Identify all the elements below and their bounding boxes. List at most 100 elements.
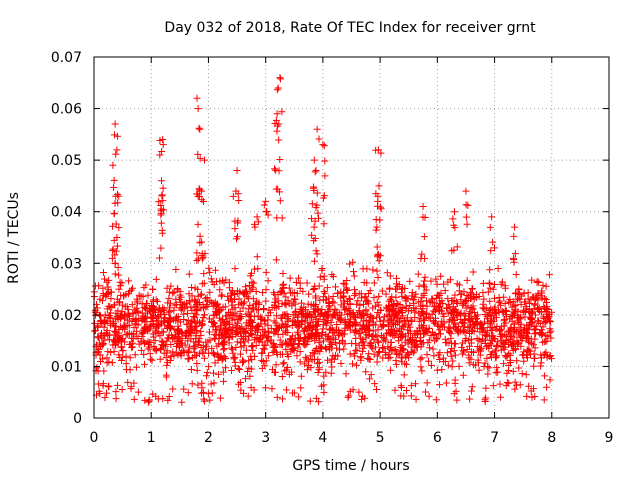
data-point xyxy=(463,345,471,353)
data-point xyxy=(310,156,318,164)
data-point xyxy=(196,239,204,247)
data-point xyxy=(480,295,488,303)
data-point xyxy=(260,331,268,339)
data-point xyxy=(170,326,178,334)
data-point xyxy=(453,312,461,320)
data-point xyxy=(463,291,471,299)
data-point xyxy=(306,322,314,330)
data-point xyxy=(261,316,269,324)
data-point xyxy=(284,316,292,324)
data-point xyxy=(421,283,429,291)
data-point xyxy=(113,242,121,250)
data-point xyxy=(273,214,281,222)
data-point xyxy=(484,370,492,378)
data-point xyxy=(466,395,474,403)
data-point xyxy=(110,183,118,191)
data-point xyxy=(94,333,102,341)
data-point xyxy=(491,294,499,302)
data-point xyxy=(441,287,449,295)
data-point xyxy=(158,148,166,156)
data-point xyxy=(295,339,303,347)
data-point xyxy=(381,335,389,343)
data-point xyxy=(498,278,506,286)
data-point xyxy=(245,357,253,365)
data-point xyxy=(316,296,324,304)
data-point xyxy=(308,200,316,208)
data-point xyxy=(469,361,477,369)
data-point xyxy=(123,322,131,330)
data-point xyxy=(178,341,186,349)
data-point xyxy=(105,313,113,321)
data-point xyxy=(454,327,462,335)
data-point xyxy=(382,330,390,338)
data-point xyxy=(450,340,458,348)
data-point xyxy=(171,334,179,342)
data-point xyxy=(545,271,553,279)
data-point xyxy=(511,385,519,393)
data-point xyxy=(530,341,538,349)
data-point xyxy=(355,388,363,396)
data-point xyxy=(264,312,272,320)
data-point xyxy=(358,324,366,332)
data-point xyxy=(191,348,199,356)
data-point xyxy=(385,306,393,314)
data-point xyxy=(315,135,323,143)
data-point xyxy=(519,351,527,359)
data-point xyxy=(375,348,383,356)
data-point xyxy=(373,267,381,275)
data-point xyxy=(281,367,289,375)
data-point xyxy=(451,208,458,216)
data-point xyxy=(446,303,454,311)
data-point xyxy=(240,298,248,306)
data-point xyxy=(402,386,410,394)
y-tick-label: 0.07 xyxy=(51,50,82,66)
data-point xyxy=(370,350,378,358)
data-point xyxy=(163,361,171,369)
data-point xyxy=(372,331,380,339)
data-point xyxy=(288,346,296,354)
data-point xyxy=(166,307,174,315)
data-point xyxy=(193,359,201,367)
data-point xyxy=(356,301,364,309)
data-point xyxy=(419,339,427,347)
data-point xyxy=(494,264,502,272)
data-point xyxy=(199,197,207,205)
data-point xyxy=(282,301,290,309)
data-point xyxy=(503,352,511,360)
data-point xyxy=(538,331,546,339)
data-point xyxy=(453,243,461,251)
data-points xyxy=(90,74,556,406)
data-point xyxy=(237,386,245,394)
data-point xyxy=(524,330,532,338)
data-point xyxy=(330,355,338,363)
data-point xyxy=(262,297,270,305)
data-point xyxy=(476,351,484,359)
data-point xyxy=(250,336,258,344)
axis-ticks: 0 0.01 0.02 0.03 0.04 0.05 0.06 0.07 0 1 2 3 4 5 6 7 8 9 xyxy=(51,50,614,446)
data-point xyxy=(120,292,128,300)
data-point xyxy=(322,368,330,376)
data-point xyxy=(421,255,429,263)
data-point xyxy=(427,277,435,285)
data-point xyxy=(231,309,239,317)
data-point xyxy=(325,294,333,302)
data-point xyxy=(524,334,532,342)
data-point xyxy=(180,310,188,318)
data-point xyxy=(297,299,305,307)
data-point xyxy=(126,354,134,362)
data-point xyxy=(318,265,326,273)
data-point xyxy=(260,305,268,313)
data-point xyxy=(221,354,229,362)
data-point xyxy=(304,323,312,331)
data-point xyxy=(487,247,495,255)
data-point xyxy=(470,349,478,357)
data-point xyxy=(337,301,345,309)
data-point xyxy=(309,318,317,326)
data-point xyxy=(455,322,463,330)
data-point xyxy=(372,215,380,223)
data-point xyxy=(315,317,323,325)
data-point xyxy=(423,351,431,359)
data-point xyxy=(329,273,337,281)
data-point xyxy=(128,339,136,347)
data-point xyxy=(470,327,478,335)
